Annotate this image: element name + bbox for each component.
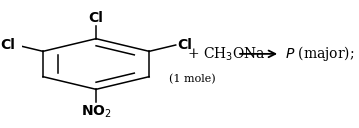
Text: + CH$_3$ONa: + CH$_3$ONa <box>187 45 265 63</box>
Text: Cl: Cl <box>89 11 103 25</box>
Text: Cl: Cl <box>0 38 15 52</box>
Text: $P$ (major);: $P$ (major); <box>285 44 354 63</box>
Text: NO$_2$: NO$_2$ <box>81 103 111 120</box>
Text: (1 mole): (1 mole) <box>169 74 216 84</box>
Text: Cl: Cl <box>177 38 192 52</box>
